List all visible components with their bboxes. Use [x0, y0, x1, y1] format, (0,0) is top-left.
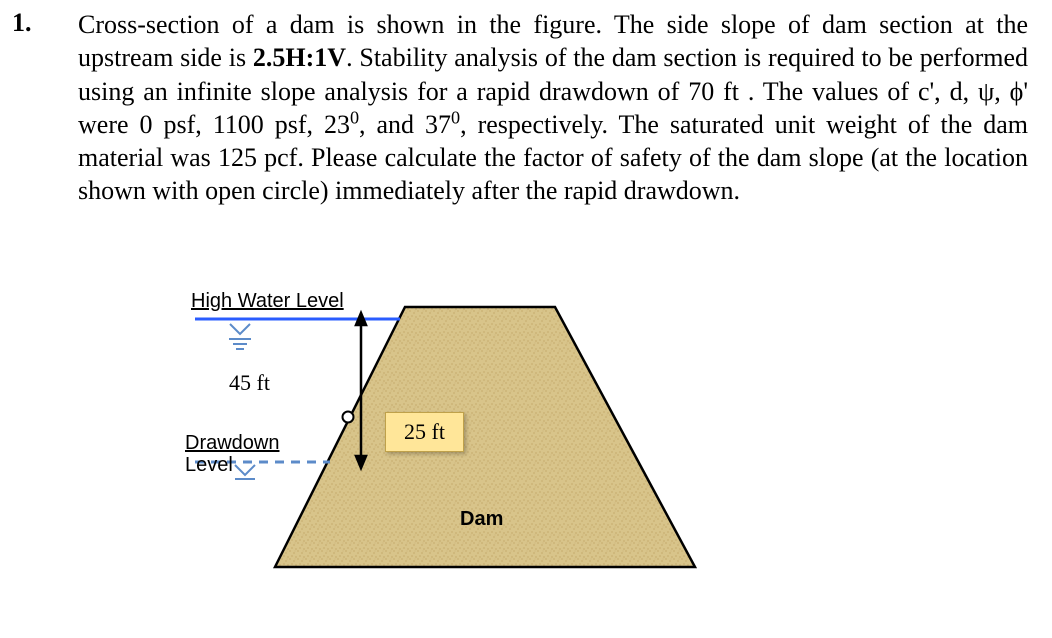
label-25ft-box: 25 ft [385, 412, 464, 452]
label-45ft: 45 ft [229, 370, 270, 396]
text-part-3: , and 37 [359, 110, 451, 139]
degree-sup-1: 0 [350, 107, 359, 127]
degree-sup-2: 0 [451, 107, 460, 127]
label-high-water: High Water Level [191, 290, 344, 313]
water-surface-icon [229, 324, 251, 349]
slope-ratio: 2.5H:1V [253, 43, 346, 72]
figure: High Water Level 45 ft Drawdown Level 25… [185, 262, 745, 592]
drawdown-surface-icon [235, 465, 255, 479]
label-drawdown-1: Drawdown [185, 432, 279, 455]
label-dam: Dam [460, 508, 503, 531]
analysis-point-marker [343, 412, 354, 423]
label-drawdown-2: Level [185, 454, 233, 477]
question-number: 1. [12, 8, 32, 38]
page: 1. Cross-section of a dam is shown in th… [0, 0, 1052, 638]
question-text: Cross-section of a dam is shown in the f… [78, 8, 1028, 208]
